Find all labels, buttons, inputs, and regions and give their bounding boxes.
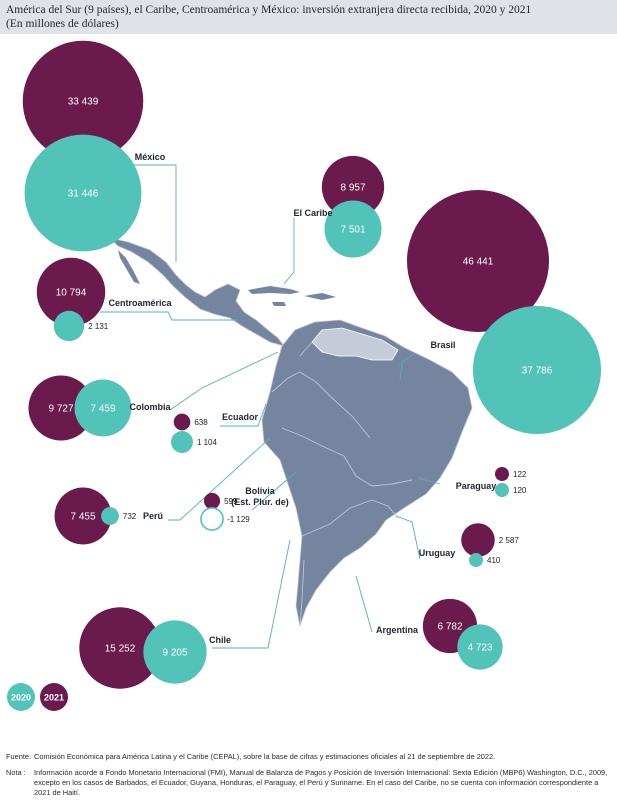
bubble-2021-brasil [407, 190, 549, 332]
value-2021-chile: 15 252 [105, 644, 136, 655]
bubbles-layer [7, 40, 602, 711]
bubble-2020-el-caribe [324, 200, 382, 258]
bubble-2021-m-xico [22, 40, 144, 162]
value-2020-per: 732 [123, 512, 137, 521]
chart-title: América del Sur (9 países), el Caribe, C… [6, 4, 532, 16]
value-2020-paraguay: 120 [513, 486, 527, 495]
region-label-ecuador: Ecuador [222, 412, 259, 422]
region-label-argentina: Argentina [376, 625, 419, 635]
value-2021-el-caribe: 8 957 [340, 183, 365, 194]
bubble-2021-ecuador [173, 413, 191, 431]
legend-2020-label: 2020 [11, 693, 31, 703]
region-label-paraguay: Paraguay [456, 481, 497, 491]
leader-lines [100, 164, 441, 649]
value-2021-brasil: 46 441 [463, 257, 494, 268]
bubble-2021-bolivia-est-plur-de [203, 492, 221, 510]
region-label-brasil: Brasil [430, 340, 455, 350]
bubble-2020-paraguay [495, 483, 509, 497]
note-text: Información acorde a Fondo Monetario Int… [34, 768, 608, 797]
bubble-2020-m-xico [24, 134, 142, 252]
region-label-chile: Chile [209, 635, 231, 645]
bubble-2021-el-caribe [321, 155, 385, 219]
bubble-2020-brasil [472, 305, 602, 435]
region-label-el-caribe: El Caribe [293, 208, 332, 218]
bubble-2021-colombia [28, 375, 94, 441]
value-2021-per: 7 455 [70, 512, 95, 523]
region-label-uruguay: Uruguay [419, 548, 456, 558]
bubble-2020-per [101, 507, 119, 525]
value-2020-centroam-rica: 2 131 [88, 322, 109, 331]
value-2020-colombia: 7 459 [90, 404, 115, 415]
bubble-2020-argentina [457, 624, 503, 670]
chart-subtitle: (En millones de dólares) [6, 18, 119, 30]
bubble-2020-uruguay [469, 553, 483, 567]
bubble-2020-colombia [74, 379, 132, 437]
bubble-2021-centroam-rica [36, 257, 106, 327]
value-2020-bolivia-est-plur-de: -1 129 [227, 515, 250, 524]
value-2021-paraguay: 122 [513, 470, 527, 479]
bubble-map: 33 439 31 446 México 8 957 7 501 El Caribe 46 … [7, 40, 602, 711]
source-label: Fuente: [6, 752, 32, 761]
chart-header: América del Sur (9 países), el Caribe, C… [0, 0, 617, 34]
baja-california-shape [118, 250, 140, 284]
value-2021-centroam-rica: 10 794 [56, 288, 87, 299]
bubble-2020-bolivia-est-plur-de [200, 507, 224, 531]
country-borders [271, 341, 413, 627]
value-2020-brasil: 37 786 [522, 366, 553, 377]
region-label-m-xico: México [135, 152, 166, 162]
region-label-bolivia-est-plur-de: Bolivia [245, 486, 276, 496]
bubble-2020-chile [143, 620, 207, 684]
venezuela-guianas-shape [311, 327, 399, 361]
value-2021-ecuador: 638 [194, 418, 208, 427]
value-2021-colombia: 9 727 [48, 404, 73, 415]
value-2021-argentina: 6 782 [437, 622, 462, 633]
value-2021-uruguay: 2 587 [499, 536, 520, 545]
footer-source-row: Fuente: Comisión Económica para América … [6, 752, 612, 762]
footer-note-row: Nota : Información acorde a Fondo Moneta… [6, 768, 612, 798]
legend-2021-label: 2021 [44, 693, 64, 703]
legend-2021-swatch [40, 683, 68, 711]
region-label-per: Perú [143, 511, 163, 521]
bubble-2020-centroam-rica [53, 310, 85, 342]
bubble-2020-ecuador [171, 431, 193, 453]
legend-2020-swatch [7, 683, 35, 711]
caribbean-islands-shape [248, 286, 300, 294]
value-2020-m-xico: 31 446 [68, 189, 99, 200]
bubble-2021-uruguay [461, 523, 495, 557]
value-2020-ecuador: 1 104 [197, 438, 218, 447]
caribbean-islands-shape [272, 302, 286, 306]
value-2020-uruguay: 410 [487, 556, 501, 565]
source-text: Comisión Económica para América Latina y… [34, 752, 496, 761]
bubble-2021-paraguay [495, 467, 509, 481]
south-america-land-shape [261, 319, 473, 628]
region-label-centroam-rica: Centroamérica [108, 298, 172, 308]
value-2021-bolivia-est-plur-de: 599 [224, 497, 238, 506]
labels-layer: 33 439 31 446 México 8 957 7 501 El Caribe 46 … [11, 97, 553, 703]
bubble-2021-per [54, 487, 112, 545]
value-2020-argentina: 4 723 [467, 643, 492, 654]
region-label-colombia: Colombia [129, 402, 171, 412]
bubble-2021-chile [79, 607, 161, 689]
value-2020-chile: 9 205 [162, 648, 187, 659]
note-label: Nota : [6, 768, 26, 777]
region-label-bolivia-est-plur-de: (Est. Plur. de) [231, 497, 289, 507]
value-2021-m-xico: 33 439 [68, 97, 99, 108]
mexico-land-shape [108, 237, 286, 347]
footer: Fuente: Comisión Económica para América … [6, 752, 612, 798]
value-2020-el-caribe: 7 501 [340, 225, 365, 236]
caribbean-islands-shape [304, 293, 336, 300]
